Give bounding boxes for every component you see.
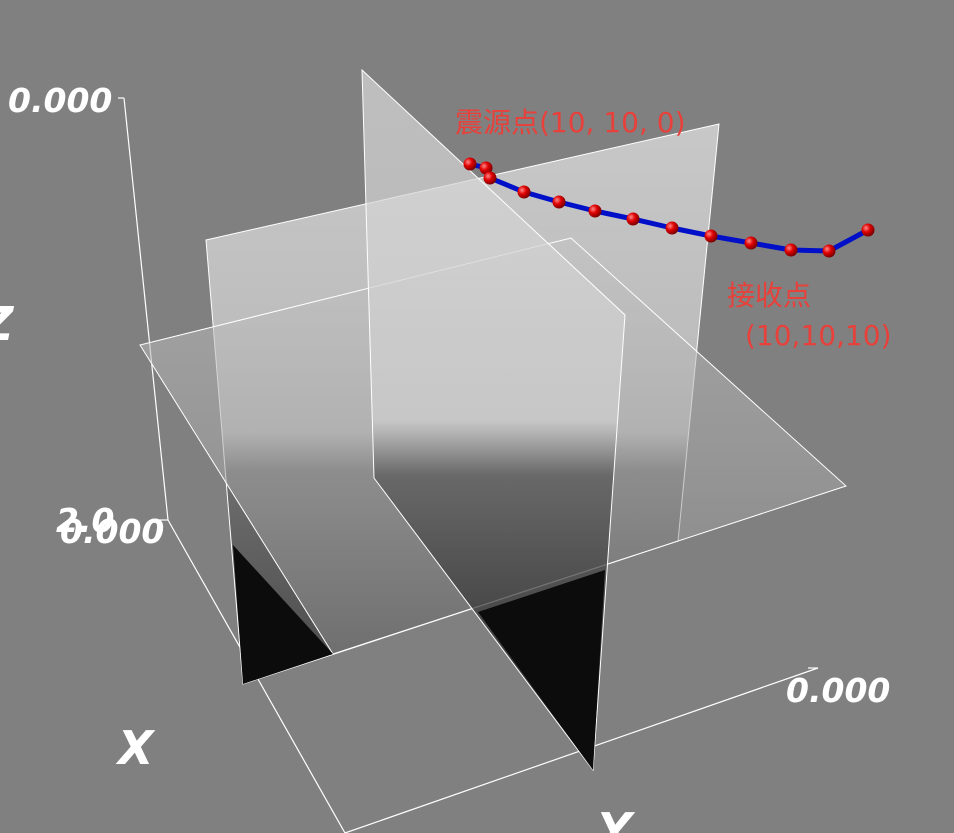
ray-node	[626, 212, 640, 226]
z-bottom-tick-label: 0.000	[60, 512, 164, 551]
z-bottom-overlap-label: 2.0	[56, 501, 114, 540]
receiver-point-coords: (10,10,10)	[745, 319, 892, 352]
ray-node	[784, 243, 798, 257]
x-axis-title: X	[115, 721, 156, 775]
source-point-label: 震源点(10, 10, 0)	[455, 106, 686, 139]
ray-node	[744, 236, 758, 250]
y-right-tick-label: 0.000	[786, 671, 890, 710]
ray-node	[517, 185, 531, 199]
ray-node	[822, 244, 836, 258]
z-axis-title: Z	[0, 297, 15, 351]
ray-node	[552, 195, 566, 209]
receiver-point-label: 接收点	[727, 279, 811, 312]
slice-plane-front-lower	[233, 545, 605, 770]
ray-path	[463, 157, 875, 258]
ray-node	[483, 171, 497, 185]
ray-node	[588, 204, 602, 218]
ray-node	[665, 221, 679, 235]
ray-node	[463, 157, 477, 171]
y-axis-title: Y	[598, 803, 636, 833]
ray-node	[704, 229, 718, 243]
z-top-tick-label: 0.000	[8, 81, 112, 120]
ray-node	[861, 223, 875, 237]
ray-node	[479, 161, 493, 175]
